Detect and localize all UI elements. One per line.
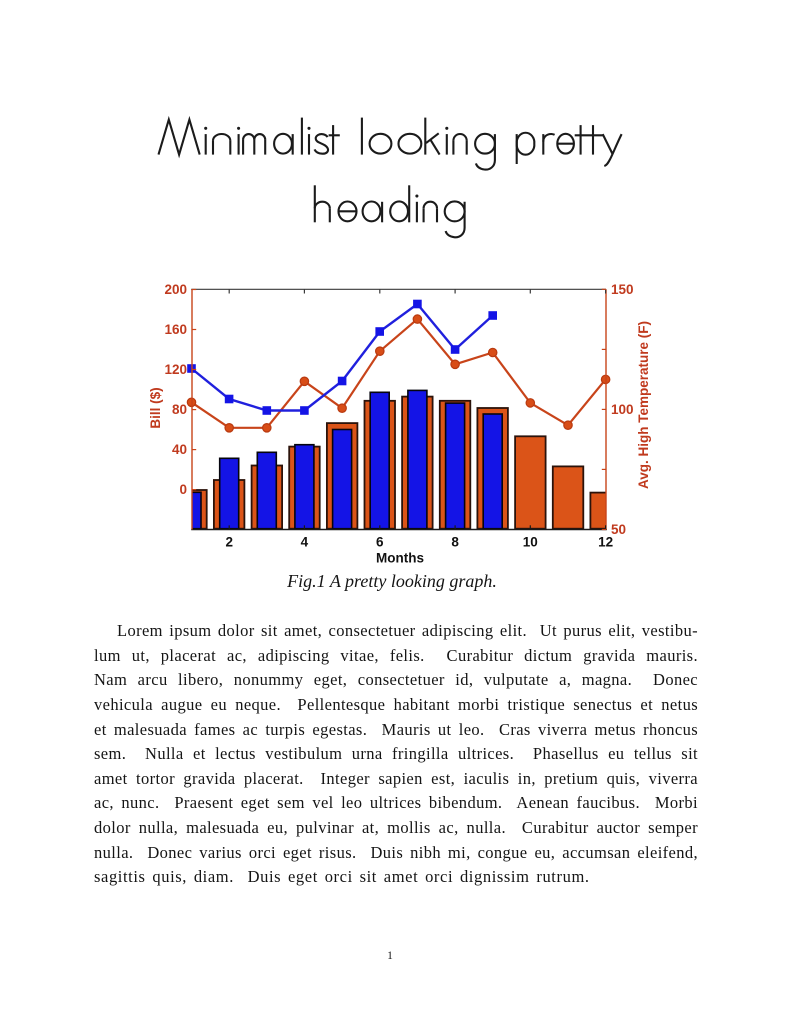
svg-text:160: 160 xyxy=(164,322,187,337)
svg-text:80: 80 xyxy=(172,402,187,417)
svg-text:6: 6 xyxy=(376,535,384,550)
svg-text:150: 150 xyxy=(611,282,634,297)
svg-text:Avg. High Temperature (F): Avg. High Temperature (F) xyxy=(636,321,651,489)
svg-text:10: 10 xyxy=(523,535,538,550)
svg-text:Bill ($): Bill ($) xyxy=(148,387,163,428)
svg-text:2: 2 xyxy=(225,535,233,550)
svg-text:8: 8 xyxy=(451,535,459,550)
svg-text:12: 12 xyxy=(598,535,613,550)
svg-text:100: 100 xyxy=(611,402,634,417)
svg-text:4: 4 xyxy=(301,535,309,550)
svg-text:0: 0 xyxy=(179,482,187,497)
svg-text:200: 200 xyxy=(164,282,187,297)
svg-text:120: 120 xyxy=(164,362,187,377)
svg-text:Months: Months xyxy=(376,551,424,566)
svg-text:40: 40 xyxy=(172,442,187,457)
svg-text:50: 50 xyxy=(611,522,626,537)
